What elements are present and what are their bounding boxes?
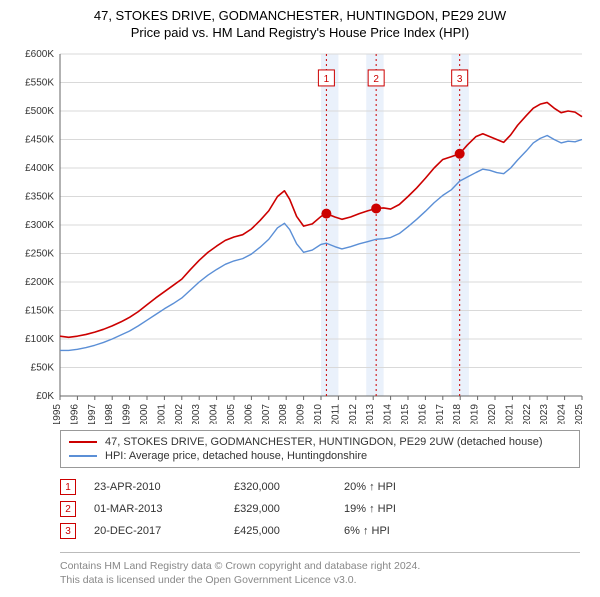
svg-text:1999: 1999 <box>122 404 133 424</box>
sale-row: 1 23-APR-2010£320,00020% ↑ HPI <box>60 476 580 498</box>
titles: 47, STOKES DRIVE, GODMANCHESTER, HUNTING… <box>0 0 600 44</box>
svg-text:£550K: £550K <box>25 78 54 89</box>
svg-text:£100K: £100K <box>25 334 54 345</box>
svg-text:1995: 1995 <box>52 404 63 424</box>
legend-swatch <box>69 455 97 457</box>
sale-price: £425,000 <box>234 525 344 537</box>
svg-text:£300K: £300K <box>25 220 54 231</box>
sales-table: 1 23-APR-2010£320,00020% ↑ HPI 2 01-MAR-201… <box>60 476 580 542</box>
svg-text:2016: 2016 <box>417 404 428 424</box>
svg-text:1996: 1996 <box>69 404 80 424</box>
svg-text:£50K: £50K <box>31 363 55 374</box>
svg-text:2013: 2013 <box>365 404 376 424</box>
sale-date: 01-MAR-2013 <box>94 503 234 515</box>
svg-text:2001: 2001 <box>156 404 167 424</box>
sale-delta: 19% ↑ HPI <box>344 503 454 515</box>
sale-price: £329,000 <box>234 503 344 515</box>
legend-swatch <box>69 441 97 443</box>
svg-text:£600K: £600K <box>25 49 54 60</box>
svg-text:2007: 2007 <box>261 404 272 424</box>
svg-text:£150K: £150K <box>25 306 54 317</box>
sale-row: 2 01-MAR-2013£329,00019% ↑ HPI <box>60 498 580 520</box>
chart: £0K £50K £100K £150K £200K £250K £300K £350K £40… <box>0 44 600 424</box>
svg-text:2: 2 <box>373 74 379 85</box>
footer-line-2: This data is licensed under the Open Gov… <box>60 573 580 587</box>
svg-text:£450K: £450K <box>25 135 54 146</box>
svg-text:2014: 2014 <box>383 404 394 424</box>
sale-delta: 20% ↑ HPI <box>344 481 454 493</box>
chart-container: 47, STOKES DRIVE, GODMANCHESTER, HUNTING… <box>0 0 600 597</box>
svg-text:2010: 2010 <box>313 404 324 424</box>
svg-text:3: 3 <box>457 74 463 85</box>
sale-marker: 1 <box>60 479 76 495</box>
legend: 47, STOKES DRIVE, GODMANCHESTER, HUNTING… <box>60 430 580 468</box>
svg-text:2015: 2015 <box>400 404 411 424</box>
svg-text:2022: 2022 <box>522 404 533 424</box>
svg-text:2025: 2025 <box>574 404 585 424</box>
svg-text:2008: 2008 <box>278 404 289 424</box>
title-main: 47, STOKES DRIVE, GODMANCHESTER, HUNTING… <box>0 8 600 23</box>
sale-date: 23-APR-2010 <box>94 481 234 493</box>
svg-text:1997: 1997 <box>87 404 98 424</box>
svg-text:2018: 2018 <box>452 404 463 424</box>
svg-text:2006: 2006 <box>243 404 254 424</box>
sale-delta: 6% ↑ HPI <box>344 525 454 537</box>
sale-price: £320,000 <box>234 481 344 493</box>
legend-row: HPI: Average price, detached house, Hunt… <box>69 449 571 463</box>
chart-svg: £0K £50K £100K £150K £200K £250K £300K £350K £40… <box>0 44 600 424</box>
svg-text:£350K: £350K <box>25 192 54 203</box>
svg-text:£400K: £400K <box>25 163 54 174</box>
sale-date: 20-DEC-2017 <box>94 525 234 537</box>
svg-text:2009: 2009 <box>296 404 307 424</box>
sale-marker: 3 <box>60 523 76 539</box>
svg-text:2017: 2017 <box>435 404 446 424</box>
svg-text:2020: 2020 <box>487 404 498 424</box>
svg-text:£500K: £500K <box>25 106 54 117</box>
svg-text:2005: 2005 <box>226 404 237 424</box>
footer-line-1: Contains HM Land Registry data © Crown c… <box>60 559 580 573</box>
svg-text:2011: 2011 <box>330 404 341 424</box>
svg-text:£0K: £0K <box>36 391 54 402</box>
svg-text:2023: 2023 <box>539 404 550 424</box>
svg-text:2021: 2021 <box>504 404 515 424</box>
svg-text:2019: 2019 <box>470 404 481 424</box>
legend-row: 47, STOKES DRIVE, GODMANCHESTER, HUNTING… <box>69 435 571 449</box>
legend-label: 47, STOKES DRIVE, GODMANCHESTER, HUNTING… <box>105 436 542 448</box>
svg-text:2000: 2000 <box>139 404 150 424</box>
svg-text:1998: 1998 <box>104 404 115 424</box>
svg-text:2002: 2002 <box>174 404 185 424</box>
sale-row: 3 20-DEC-2017£425,0006% ↑ HPI <box>60 520 580 542</box>
svg-text:2003: 2003 <box>191 404 202 424</box>
svg-text:2024: 2024 <box>557 404 568 424</box>
svg-text:£200K: £200K <box>25 277 54 288</box>
title-sub: Price paid vs. HM Land Registry's House … <box>0 25 600 40</box>
svg-text:£250K: £250K <box>25 249 54 260</box>
legend-label: HPI: Average price, detached house, Hunt… <box>105 450 367 462</box>
footer: Contains HM Land Registry data © Crown c… <box>60 552 580 597</box>
svg-text:2004: 2004 <box>209 404 220 424</box>
svg-text:1: 1 <box>324 74 330 85</box>
sale-marker: 2 <box>60 501 76 517</box>
svg-text:2012: 2012 <box>348 404 359 424</box>
